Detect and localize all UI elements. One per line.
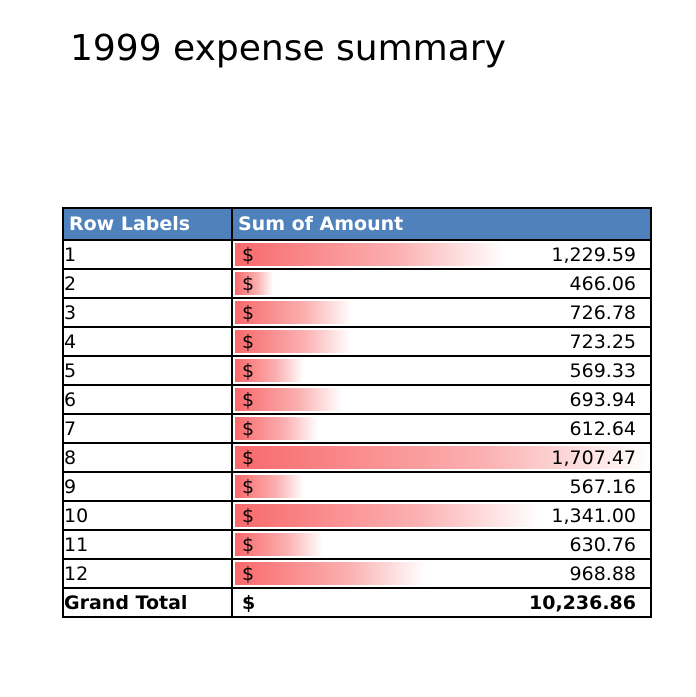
currency-symbol: $ [242,301,255,324]
grand-total-row: Grand Total $10,236.86 [62,587,652,618]
amount-cell[interactable]: $1,707.47 [231,442,652,473]
data-bar [235,243,505,266]
amount-value: 1,707.47 [551,446,636,469]
data-bar [235,475,304,498]
data-bar [235,388,342,411]
pivot-table: Row Labels Sum of Amount 1 $1,229.59 2 $466… [62,207,652,618]
amount-cell[interactable]: $723.25 [231,326,652,357]
table-row: 10 $1,341.00 [62,500,652,531]
currency-symbol: $ [242,272,255,295]
grand-total-value: 10,236.86 [529,591,636,614]
amount-value: 567.16 [569,475,636,498]
amount-cell[interactable]: $630.76 [231,529,652,560]
row-labels-header[interactable]: Row Labels [62,207,233,241]
amount-cell[interactable]: $612.64 [231,413,652,444]
amount-cell[interactable]: $693.94 [231,384,652,415]
amount-value: 1,229.59 [551,243,636,266]
currency-symbol: $ [242,446,255,469]
currency-symbol: $ [242,504,255,527]
amount-cell[interactable]: $1,341.00 [231,500,652,531]
data-bar [235,272,273,295]
data-bar [235,301,352,324]
row-label-cell[interactable]: 2 [62,268,233,299]
table-row: 2 $466.06 [62,268,652,299]
amount-value: 726.78 [569,301,636,324]
row-label-cell[interactable]: 8 [62,442,233,473]
table-row: 7 $612.64 [62,413,652,444]
amount-value: 630.76 [569,533,636,556]
table-row: 11 $630.76 [62,529,652,560]
data-bar [235,359,304,382]
table-row: 6 $693.94 [62,384,652,415]
amount-cell[interactable]: $466.06 [231,268,652,299]
row-label-cell[interactable]: 6 [62,384,233,415]
grand-total-amount-cell[interactable]: $10,236.86 [231,587,652,618]
row-label-cell[interactable]: 4 [62,326,233,357]
table-row: 5 $569.33 [62,355,652,386]
amount-cell[interactable]: $726.78 [231,297,652,328]
data-bar [235,562,426,585]
amount-value: 968.88 [569,562,636,585]
row-label-cell[interactable]: 1 [62,239,233,270]
currency-symbol: $ [242,359,255,382]
currency-symbol: $ [242,417,255,440]
amount-cell[interactable]: $569.33 [231,355,652,386]
table-row: 1 $1,229.59 [62,239,652,270]
row-label-cell[interactable]: 5 [62,355,233,386]
currency-symbol: $ [242,591,256,614]
sum-of-amount-header[interactable]: Sum of Amount [231,207,652,241]
grand-total-label[interactable]: Grand Total [62,587,233,618]
data-bar [235,330,351,353]
currency-symbol: $ [242,533,255,556]
currency-symbol: $ [242,562,255,585]
currency-symbol: $ [242,475,255,498]
table-row: 3 $726.78 [62,297,652,328]
table-row: 12 $968.88 [62,558,652,589]
amount-value: 612.64 [569,417,636,440]
data-bar [235,417,318,440]
currency-symbol: $ [242,243,255,266]
amount-cell[interactable]: $567.16 [231,471,652,502]
amount-value: 723.25 [569,330,636,353]
data-bar [235,533,323,556]
currency-symbol: $ [242,388,255,411]
table-row: 9 $567.16 [62,471,652,502]
row-label-cell[interactable]: 7 [62,413,233,444]
row-label-cell[interactable]: 10 [62,500,233,531]
data-bar [235,446,650,469]
amount-cell[interactable]: $968.88 [231,558,652,589]
page-title: 1999 expense summary [70,28,506,69]
amount-value: 1,341.00 [551,504,636,527]
table-row: 4 $723.25 [62,326,652,357]
amount-value: 569.33 [569,359,636,382]
table-row: 8 $1,707.47 [62,442,652,473]
row-label-cell[interactable]: 9 [62,471,233,502]
amount-value: 466.06 [569,272,636,295]
currency-symbol: $ [242,330,255,353]
pivot-body: 1 $1,229.59 2 $466.06 3 $726.78 4 $723.25 5 $569.… [62,239,652,618]
amount-value: 693.94 [569,388,636,411]
row-label-cell[interactable]: 11 [62,529,233,560]
amount-cell[interactable]: $1,229.59 [231,239,652,270]
row-label-cell[interactable]: 12 [62,558,233,589]
data-bar [235,504,539,527]
header-row: Row Labels Sum of Amount [62,207,652,241]
row-label-cell[interactable]: 3 [62,297,233,328]
